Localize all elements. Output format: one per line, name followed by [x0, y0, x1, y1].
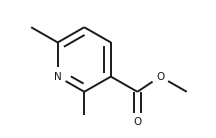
- Text: O: O: [133, 117, 141, 127]
- Text: N: N: [54, 72, 62, 82]
- Text: O: O: [156, 72, 164, 82]
